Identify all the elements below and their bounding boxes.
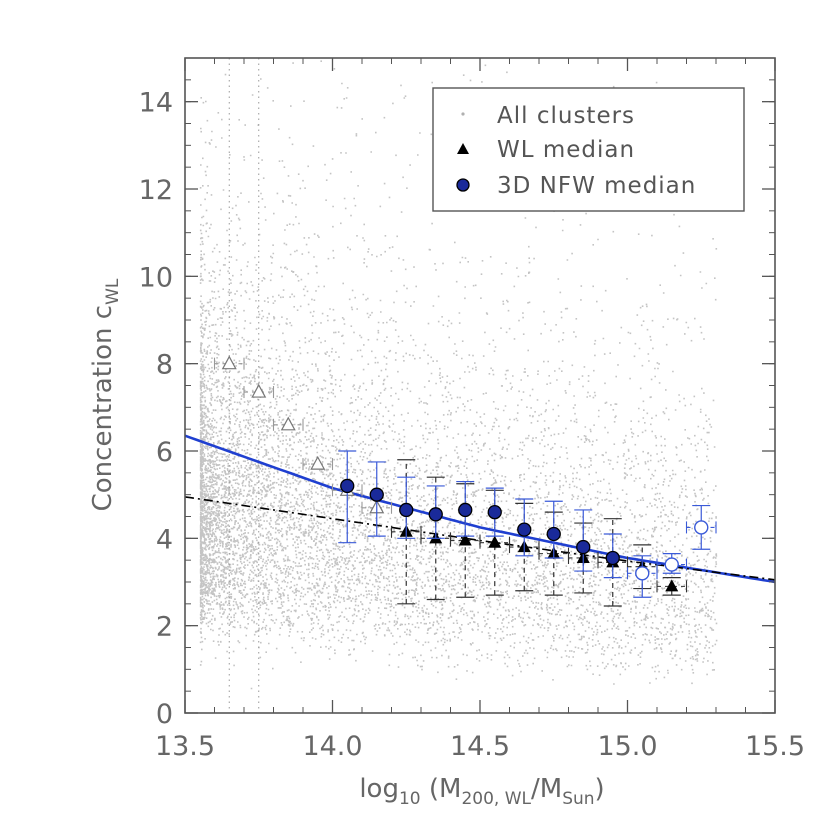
x-axis-label: log10 (M200, WL/MSun) bbox=[359, 774, 604, 809]
y-tick-label: 4 bbox=[156, 524, 173, 555]
x-tick-label: 15.0 bbox=[597, 731, 657, 762]
nfw-median-point bbox=[428, 507, 443, 522]
nfw-median-point bbox=[340, 478, 355, 494]
x-tick-label: 13.5 bbox=[155, 731, 215, 762]
x-tick-label: 14.0 bbox=[302, 731, 362, 762]
nfw-median-point bbox=[605, 550, 620, 566]
axis-ticks: 13.5 14.0 14.5 15.0 15.5 0 2 4 6 8 10 12 14 bbox=[139, 57, 805, 762]
nfw-median-point bbox=[487, 504, 502, 520]
nfw-median-point bbox=[399, 502, 414, 518]
x-tick-label: 15.5 bbox=[745, 731, 805, 762]
x-tick-label: 14.5 bbox=[450, 731, 510, 762]
nfw-median-open-point bbox=[664, 557, 679, 572]
wl-median-open-point bbox=[221, 355, 237, 370]
y-tick-label: 10 bbox=[139, 262, 173, 293]
median-points bbox=[213, 355, 717, 607]
legend-wl-median-label: WL median bbox=[497, 137, 635, 163]
nfw-median-open-point bbox=[635, 566, 650, 581]
legend-all-clusters-marker bbox=[461, 112, 465, 116]
wl-median-open-point bbox=[251, 383, 267, 398]
y-tick-label: 12 bbox=[139, 175, 173, 206]
nfw-median-open-point bbox=[694, 520, 709, 535]
nfw-median-point bbox=[517, 522, 532, 537]
y-tick-label: 6 bbox=[156, 437, 173, 468]
wl-median-point bbox=[458, 533, 472, 546]
wl-median-open-point bbox=[310, 455, 326, 470]
legend-nfw-median-label: 3D NFW median bbox=[497, 173, 696, 199]
y-tick-label: 2 bbox=[156, 612, 173, 643]
y-tick-label: 0 bbox=[156, 699, 173, 730]
nfw-median-point bbox=[458, 502, 473, 518]
wl-median-point bbox=[488, 535, 502, 548]
nfw-median-point bbox=[576, 539, 591, 555]
wl-median-open-point bbox=[280, 416, 296, 431]
y-axis-label: Concentration cWL bbox=[88, 278, 123, 511]
nfw-median-point bbox=[369, 487, 384, 502]
legend-all-clusters-label: All clusters bbox=[497, 103, 635, 129]
y-tick-label: 14 bbox=[139, 88, 173, 119]
y-tick-label: 8 bbox=[156, 350, 173, 381]
legend-wl-median-marker bbox=[457, 143, 469, 154]
legend-nfw-median-marker bbox=[456, 178, 470, 192]
nfw-median-point bbox=[546, 526, 561, 542]
legend-box bbox=[432, 87, 745, 212]
wl-median-point bbox=[665, 579, 679, 592]
legend: All clusters WL median 3D NFW median bbox=[432, 87, 745, 212]
vertical-dotted-lines bbox=[228, 58, 260, 713]
